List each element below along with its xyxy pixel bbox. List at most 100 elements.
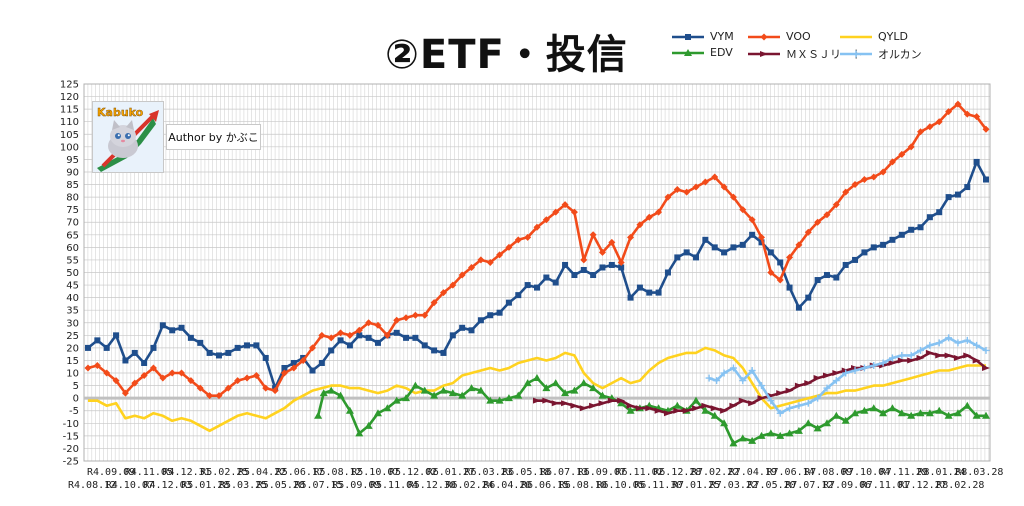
series-4-point bbox=[925, 349, 934, 356]
y-tick-label: 60 bbox=[66, 243, 79, 254]
series-5-point bbox=[954, 339, 962, 347]
series-0-point bbox=[880, 241, 887, 248]
legend-label: VOO bbox=[786, 30, 811, 43]
series-0-line bbox=[87, 160, 988, 390]
x-tick-label-top: R5.06.17 bbox=[276, 467, 324, 478]
chart-series bbox=[84, 100, 990, 447]
series-1-point bbox=[664, 193, 672, 201]
x-tick-label-bottom: R6.10.05 bbox=[597, 480, 645, 491]
series-1-point bbox=[374, 321, 382, 329]
series-0-point bbox=[739, 241, 746, 248]
series-3-point bbox=[345, 406, 354, 414]
series-1-point bbox=[982, 125, 990, 133]
series-1-point bbox=[505, 243, 513, 251]
legend-point bbox=[760, 33, 768, 40]
series-1-point bbox=[496, 251, 504, 259]
y-tick-label: 20 bbox=[66, 343, 79, 354]
series-3-point bbox=[383, 404, 392, 412]
series-0-point bbox=[141, 359, 148, 366]
series-5-point bbox=[748, 367, 756, 375]
series-3-point bbox=[617, 399, 626, 407]
series-0-point bbox=[225, 349, 232, 356]
series-4-point bbox=[551, 400, 560, 407]
legend-item: EDV bbox=[670, 46, 733, 59]
series-5-point bbox=[729, 364, 737, 372]
series-1-point bbox=[131, 379, 139, 387]
series-1-point bbox=[121, 389, 129, 397]
series-3-point bbox=[757, 431, 766, 439]
series-1-point bbox=[720, 183, 728, 191]
series-0-point bbox=[318, 359, 325, 366]
x-tick-label-top: R7.04.19 bbox=[729, 467, 777, 478]
series-3-point bbox=[476, 386, 485, 394]
y-tick-label: 0 bbox=[73, 394, 79, 405]
series-4-point bbox=[897, 357, 906, 364]
legend-label: VYM bbox=[710, 30, 734, 43]
y-tick-label: 125 bbox=[60, 80, 79, 91]
series-1-point bbox=[851, 181, 859, 189]
series-1-point bbox=[561, 201, 569, 209]
series-5-point bbox=[973, 341, 981, 349]
series-0-point bbox=[281, 365, 288, 372]
y-tick-label: 120 bbox=[60, 92, 79, 103]
series-1-point bbox=[402, 314, 410, 322]
series-4-point bbox=[598, 400, 607, 407]
series-0-point bbox=[599, 264, 606, 271]
series-1-point bbox=[926, 123, 934, 131]
series-3-point bbox=[794, 426, 803, 434]
series-4-point bbox=[794, 382, 803, 389]
series-0-point bbox=[534, 284, 540, 291]
x-tick-label-top: R7.08.09 bbox=[804, 467, 852, 478]
y-tick-label: 15 bbox=[66, 356, 79, 367]
series-1-point bbox=[468, 263, 476, 271]
series-0-point bbox=[926, 214, 933, 221]
series-3-point bbox=[701, 406, 710, 414]
series-0-point bbox=[543, 274, 550, 281]
series-5-point bbox=[851, 367, 859, 375]
series-3-point bbox=[533, 374, 541, 382]
series-0-point bbox=[936, 209, 943, 216]
series-1-point bbox=[786, 253, 794, 261]
kabuko-logo: Kabuko bbox=[92, 101, 164, 173]
series-0-point bbox=[777, 259, 784, 266]
series-0-point bbox=[767, 249, 774, 256]
series-3-point bbox=[598, 391, 607, 399]
series-1-point bbox=[318, 331, 326, 339]
series-3-point bbox=[832, 411, 841, 419]
series-3-point bbox=[314, 411, 323, 419]
series-5-point bbox=[823, 384, 831, 392]
series-1-point bbox=[271, 387, 279, 395]
series-1-point bbox=[842, 188, 850, 196]
series-0-point bbox=[234, 344, 241, 351]
series-0-point bbox=[721, 249, 728, 256]
series-0-point bbox=[169, 327, 176, 334]
series-0-point bbox=[786, 284, 793, 291]
series-1-point bbox=[907, 143, 915, 151]
series-1-point bbox=[421, 311, 429, 319]
series-0-point bbox=[215, 352, 222, 359]
series-0-point bbox=[590, 272, 597, 279]
series-0-point bbox=[983, 176, 989, 183]
series-5-point bbox=[888, 354, 896, 362]
series-5-point bbox=[705, 374, 713, 382]
series-0-point bbox=[964, 184, 971, 191]
series-1-point bbox=[832, 201, 840, 209]
x-tick-label-bottom: R4.08.12 bbox=[68, 480, 116, 491]
series-1-point bbox=[542, 216, 550, 224]
series-1-point bbox=[112, 377, 120, 385]
x-tick-label-top: R5.12.02 bbox=[389, 467, 437, 478]
series-4-point bbox=[579, 405, 588, 412]
series-5-point bbox=[842, 369, 850, 377]
series-5-point bbox=[767, 397, 775, 405]
series-1-point bbox=[168, 369, 176, 377]
series-1-point bbox=[570, 208, 578, 216]
x-tick-label-top: R7.11.29 bbox=[880, 467, 928, 478]
series-4-point bbox=[645, 405, 654, 412]
x-tick-label-top: R4.09.09 bbox=[87, 467, 135, 478]
series-0-point bbox=[94, 337, 101, 344]
series-1-point bbox=[234, 377, 242, 385]
series-1-point bbox=[149, 364, 157, 372]
series-0-point bbox=[795, 304, 802, 311]
series-0-point bbox=[664, 269, 671, 276]
legend-swatch bbox=[748, 51, 780, 57]
